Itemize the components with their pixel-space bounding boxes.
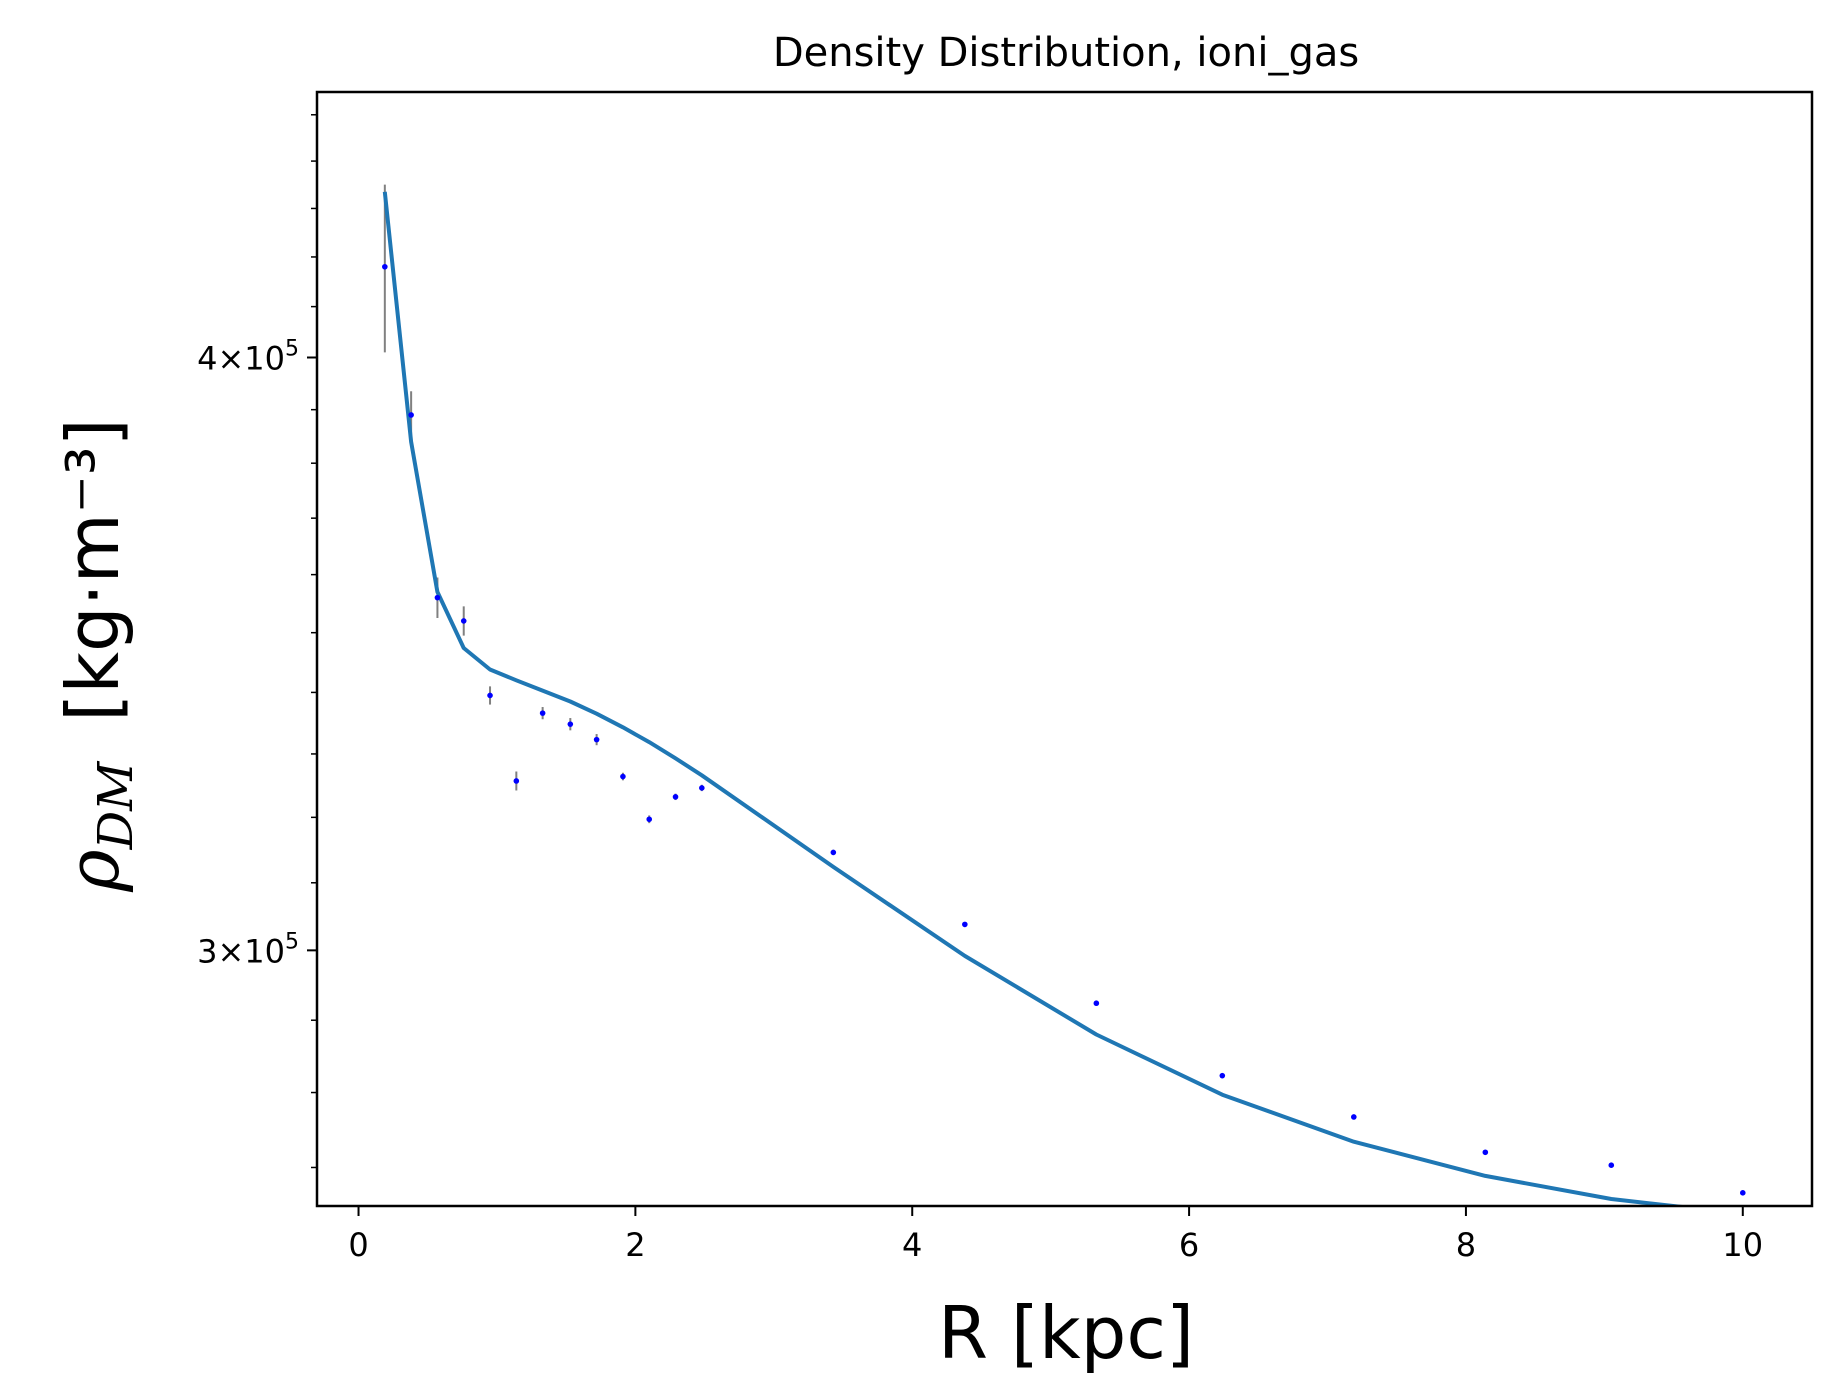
data-point	[672, 794, 679, 800]
x-tick-label: 6	[1179, 1226, 1199, 1264]
x-tick-label: 2	[625, 1226, 645, 1264]
y-axis-label-subscript: DM	[88, 760, 144, 850]
plot-area	[382, 184, 1746, 1206]
data-point	[620, 773, 626, 780]
data-point	[1739, 1190, 1746, 1196]
data-point	[1482, 1149, 1489, 1156]
data-point	[1093, 1000, 1100, 1007]
data-point	[460, 618, 467, 624]
data-point	[962, 921, 968, 928]
x-tick-label: 4	[902, 1226, 922, 1264]
y-axis-label: ρDM [kg·m⁻³]	[51, 418, 144, 892]
axes-frame	[315, 90, 1814, 1208]
fit-line	[382, 191, 1692, 1206]
data-point	[830, 849, 837, 856]
data-point	[1351, 1114, 1357, 1120]
x-axis-label: R [kpc]	[938, 1291, 1194, 1375]
data-point	[408, 412, 414, 418]
x-tick-label: 8	[1456, 1226, 1476, 1264]
data-point	[593, 736, 600, 743]
data-point	[434, 594, 441, 601]
data-point	[1219, 1072, 1226, 1079]
errorbars	[383, 184, 1744, 1194]
y-tick-label: 4×105	[197, 336, 299, 377]
data-point	[1608, 1162, 1615, 1168]
chart-title: Density Distribution, ioni_gas	[773, 30, 1359, 76]
y-axis-ticks: 3×105 4×105	[197, 114, 317, 1169]
x-tick-label: 10	[1722, 1226, 1763, 1264]
y-axis-label-symbol: ρ	[51, 849, 135, 892]
x-axis-ticks: 0 2 4 6 8 10	[348, 1206, 1763, 1264]
data-point	[487, 692, 493, 699]
data-point	[513, 778, 520, 784]
data-points	[382, 263, 1746, 1196]
data-point	[699, 785, 705, 791]
data-point	[382, 263, 388, 270]
data-point	[539, 710, 546, 716]
data-point	[567, 721, 574, 727]
fit-line-group	[382, 191, 1692, 1206]
y-tick-label: 3×105	[197, 929, 299, 970]
y-axis-label-unit: [kg·m⁻³]	[51, 418, 135, 721]
data-point	[646, 816, 653, 823]
x-tick-label: 0	[348, 1226, 368, 1264]
